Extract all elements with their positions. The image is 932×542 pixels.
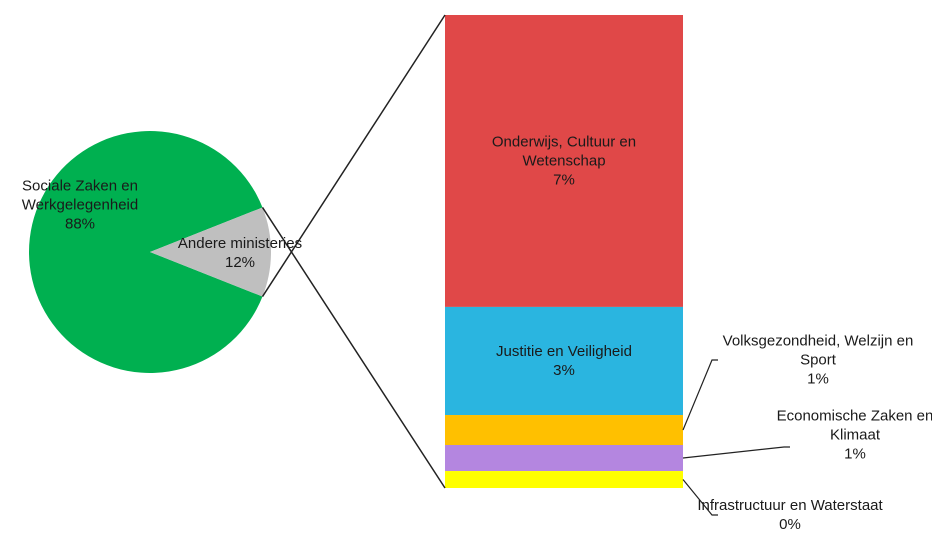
value-label: 12% [224, 254, 256, 271]
bar-segment [445, 471, 683, 488]
leader-line [682, 479, 718, 516]
data-label: Onderwijs, Cultuur en Wetenschap 7% [464, 132, 664, 189]
pie-slice [150, 207, 271, 297]
value-label: 3% [553, 361, 575, 379]
category-label: Justitie en Veiligheid [496, 342, 632, 360]
bar-segment [445, 415, 683, 445]
category-label: Infrastructuur en Waterstaat [697, 497, 883, 514]
data-label: Sociale Zaken en Werkgelegenheid 88% [5, 177, 155, 234]
bar-segment [445, 306, 683, 416]
pie-slice [28, 130, 263, 373]
leader-line [682, 359, 718, 431]
value-label: 1% [844, 445, 866, 463]
category-label: Economische Zaken en Klimaat [776, 407, 932, 444]
data-label: Justitie en Veiligheid 3% [464, 342, 664, 380]
connector-line [261, 14, 446, 297]
category-label: Sociale Zaken en Werkgelegenheid [21, 177, 139, 214]
category-label: Andere ministeries [177, 235, 303, 252]
category-label: Volksgezondheid, Welzijn en Sport [722, 332, 914, 369]
data-label: Economische Zaken en Klimaat 1% [750, 407, 932, 464]
data-label: Infrastructuur en Waterstaat 0% [685, 496, 895, 534]
bar-segment [445, 15, 683, 307]
data-label: Andere ministeries 12% [165, 234, 315, 272]
data-label: Volksgezondheid, Welzijn en Sport 1% [713, 332, 923, 389]
value-label: 1% [807, 370, 829, 388]
category-label: Onderwijs, Cultuur en Wetenschap [491, 133, 637, 170]
leader-line [682, 446, 790, 459]
value-label: 0% [779, 516, 801, 533]
connector-line [261, 207, 446, 489]
value-label: 88% [64, 215, 96, 233]
bar-segment [445, 445, 683, 472]
value-label: 7% [553, 171, 575, 189]
